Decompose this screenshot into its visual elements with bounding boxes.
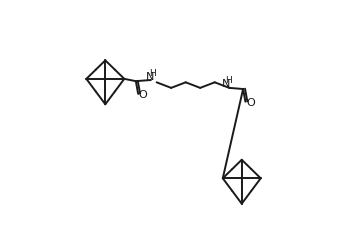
Text: O: O	[246, 98, 255, 108]
Text: O: O	[139, 90, 148, 100]
Text: H: H	[149, 69, 155, 77]
Text: H: H	[225, 77, 232, 85]
Text: N: N	[222, 79, 230, 89]
Text: N: N	[145, 72, 154, 81]
